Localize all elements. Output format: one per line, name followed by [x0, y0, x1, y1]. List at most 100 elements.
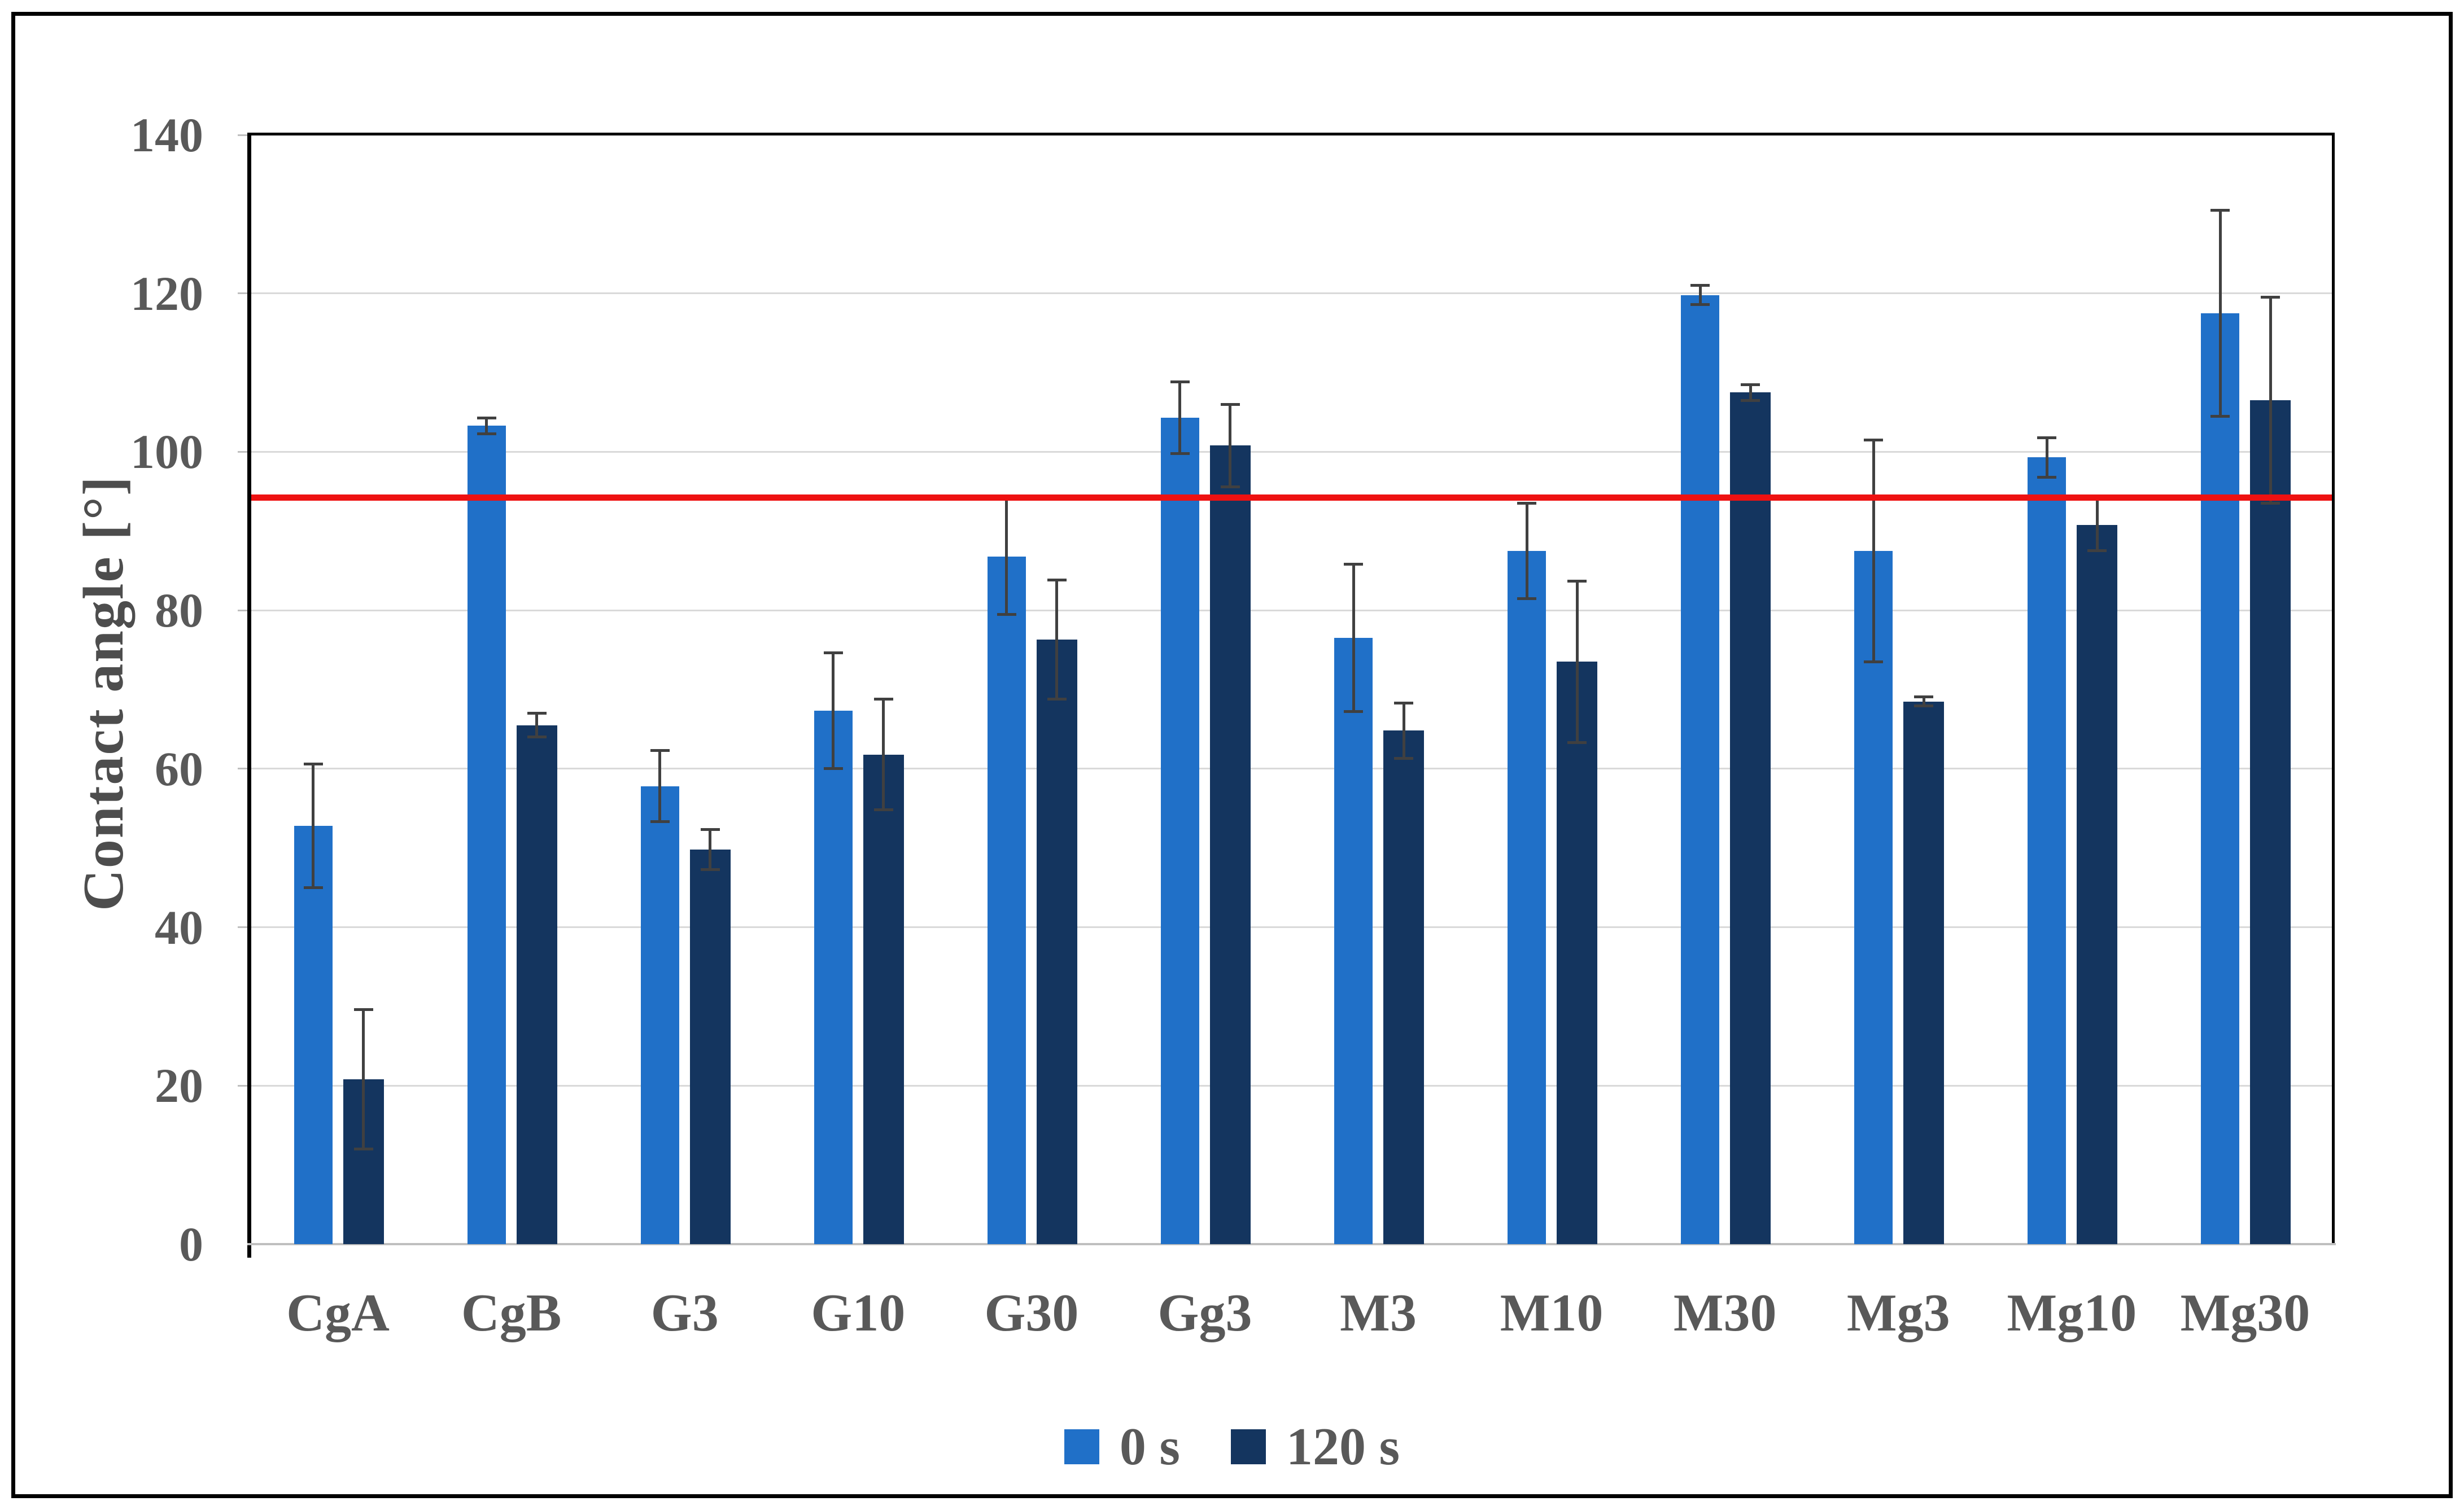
error-bar-cap	[873, 697, 893, 701]
error-bar-cap	[1517, 502, 1537, 505]
gridline	[251, 609, 2332, 611]
error-bar-cap	[1864, 438, 1884, 441]
error-bar-cap	[477, 432, 496, 435]
error-bar-0s-Gg3	[1178, 382, 1182, 454]
y-tick-label: 40	[155, 900, 203, 955]
error-bar-cap	[1914, 695, 1934, 698]
error-bar-cap	[527, 712, 547, 715]
error-bar-cap	[1741, 399, 1760, 402]
bar-120s-G10	[863, 754, 904, 1244]
error-bar-cap	[1567, 741, 1587, 745]
error-bar-cap	[1690, 303, 1710, 306]
error-bar-cap	[1690, 284, 1710, 287]
category-label-Mg3: Mg3	[1846, 1284, 1950, 1342]
error-bar-cap	[1741, 383, 1760, 386]
x-axis-line	[247, 1243, 2336, 1245]
y-tick-label: 0	[179, 1217, 203, 1271]
category-label-Mg30: Mg30	[2180, 1284, 2310, 1342]
error-bar-0s-CgA	[312, 764, 315, 888]
error-bar-cap	[2087, 549, 2107, 553]
error-bar-cap	[1047, 697, 1067, 701]
error-bar-cap	[1864, 660, 1884, 663]
y-tick-label: 100	[130, 424, 203, 479]
error-bar-120s-M10	[1575, 581, 1579, 743]
error-bar-0s-M3	[1352, 564, 1355, 712]
category-label-G10: G10	[811, 1284, 906, 1342]
error-bar-120s-CgB	[535, 713, 539, 737]
error-bar-cap	[700, 868, 720, 871]
error-bar-120s-Mg3	[1922, 697, 1925, 706]
y-tick-label: 120	[130, 266, 203, 321]
error-bar-cap	[353, 1008, 373, 1012]
bar-0s-Gg3	[1160, 418, 1199, 1244]
category-label-G30: G30	[984, 1284, 1079, 1342]
figure-border	[11, 12, 2453, 1498]
error-bar-cap	[477, 416, 496, 419]
error-bar-120s-G10	[882, 699, 885, 810]
error-bar-cap	[650, 820, 670, 824]
bar-0s-CgB	[467, 426, 506, 1244]
bar-0s-CgA	[294, 825, 333, 1244]
error-bar-cap	[1394, 701, 1414, 704]
y-tick-mark	[238, 1084, 250, 1087]
gridline	[251, 768, 2332, 770]
bar-120s-G3	[689, 850, 731, 1244]
category-label-M10: M10	[1500, 1284, 1604, 1342]
bar-120s-M10	[1557, 662, 1598, 1244]
bar-0s-G30	[987, 556, 1026, 1244]
bar-120s-M30	[1730, 392, 1771, 1244]
error-bar-0s-G30	[1005, 498, 1008, 615]
legend-swatch	[1064, 1429, 1099, 1464]
error-bar-0s-Mg3	[1872, 440, 1875, 662]
legend-label: 0 s	[1119, 1417, 1180, 1476]
reference-line	[251, 494, 2332, 501]
error-bar-cap	[2261, 502, 2280, 505]
y-tick-label: 60	[155, 741, 203, 796]
error-bar-cap	[1567, 579, 1587, 583]
bar-0s-G3	[640, 786, 679, 1244]
error-bar-cap	[997, 612, 1016, 616]
bar-120s-M3	[1383, 730, 1425, 1244]
bar-0s-Mg3	[1854, 550, 1893, 1244]
category-label-M30: M30	[1673, 1284, 1777, 1342]
error-bar-cap	[1394, 757, 1414, 760]
error-bar-cap	[1170, 452, 1190, 455]
error-bar-cap	[1170, 380, 1190, 384]
category-label-Mg10: Mg10	[2007, 1284, 2137, 1342]
error-bar-0s-CgB	[485, 418, 488, 434]
error-bar-cap	[1344, 710, 1364, 714]
error-bar-0s-M10	[1525, 503, 1528, 599]
error-bar-cap	[2210, 208, 2230, 212]
error-bar-cap	[1220, 485, 1240, 488]
legend-swatch	[1231, 1429, 1266, 1464]
error-bar-120s-Gg3	[1229, 404, 1232, 487]
error-bar-cap	[2037, 475, 2057, 479]
bar-0s-M30	[1681, 295, 1720, 1244]
y-tick-label: 140	[130, 108, 203, 162]
error-bar-120s-Mg30	[2269, 297, 2272, 504]
error-bar-cap	[823, 651, 843, 655]
bar-120s-CgB	[516, 725, 557, 1244]
error-bar-cap	[873, 808, 893, 812]
legend: 0 s 120 s	[0, 1410, 2464, 1483]
legend-item-120s: 120 s	[1231, 1419, 1400, 1475]
error-bar-120s-G30	[1055, 580, 1059, 699]
category-label-CgA: CgA	[286, 1284, 390, 1342]
bar-0s-Mg30	[2201, 313, 2240, 1244]
error-bar-cap	[2261, 296, 2280, 299]
error-bar-120s-CgA	[362, 1009, 365, 1149]
bar-0s-Mg10	[2028, 457, 2067, 1244]
y-tick-mark	[238, 134, 250, 136]
gridline	[251, 926, 2332, 929]
plot-border-top	[247, 133, 2335, 135]
error-bar-cap	[1344, 563, 1364, 566]
category-label-Gg3: Gg3	[1157, 1284, 1252, 1342]
category-label-CgB: CgB	[461, 1284, 562, 1342]
plot-border-right	[2332, 133, 2335, 1244]
y-tick-mark	[238, 768, 250, 770]
category-label-G3: G3	[650, 1284, 719, 1342]
error-bar-120s-G3	[709, 829, 712, 870]
error-bar-cap	[1517, 597, 1537, 600]
